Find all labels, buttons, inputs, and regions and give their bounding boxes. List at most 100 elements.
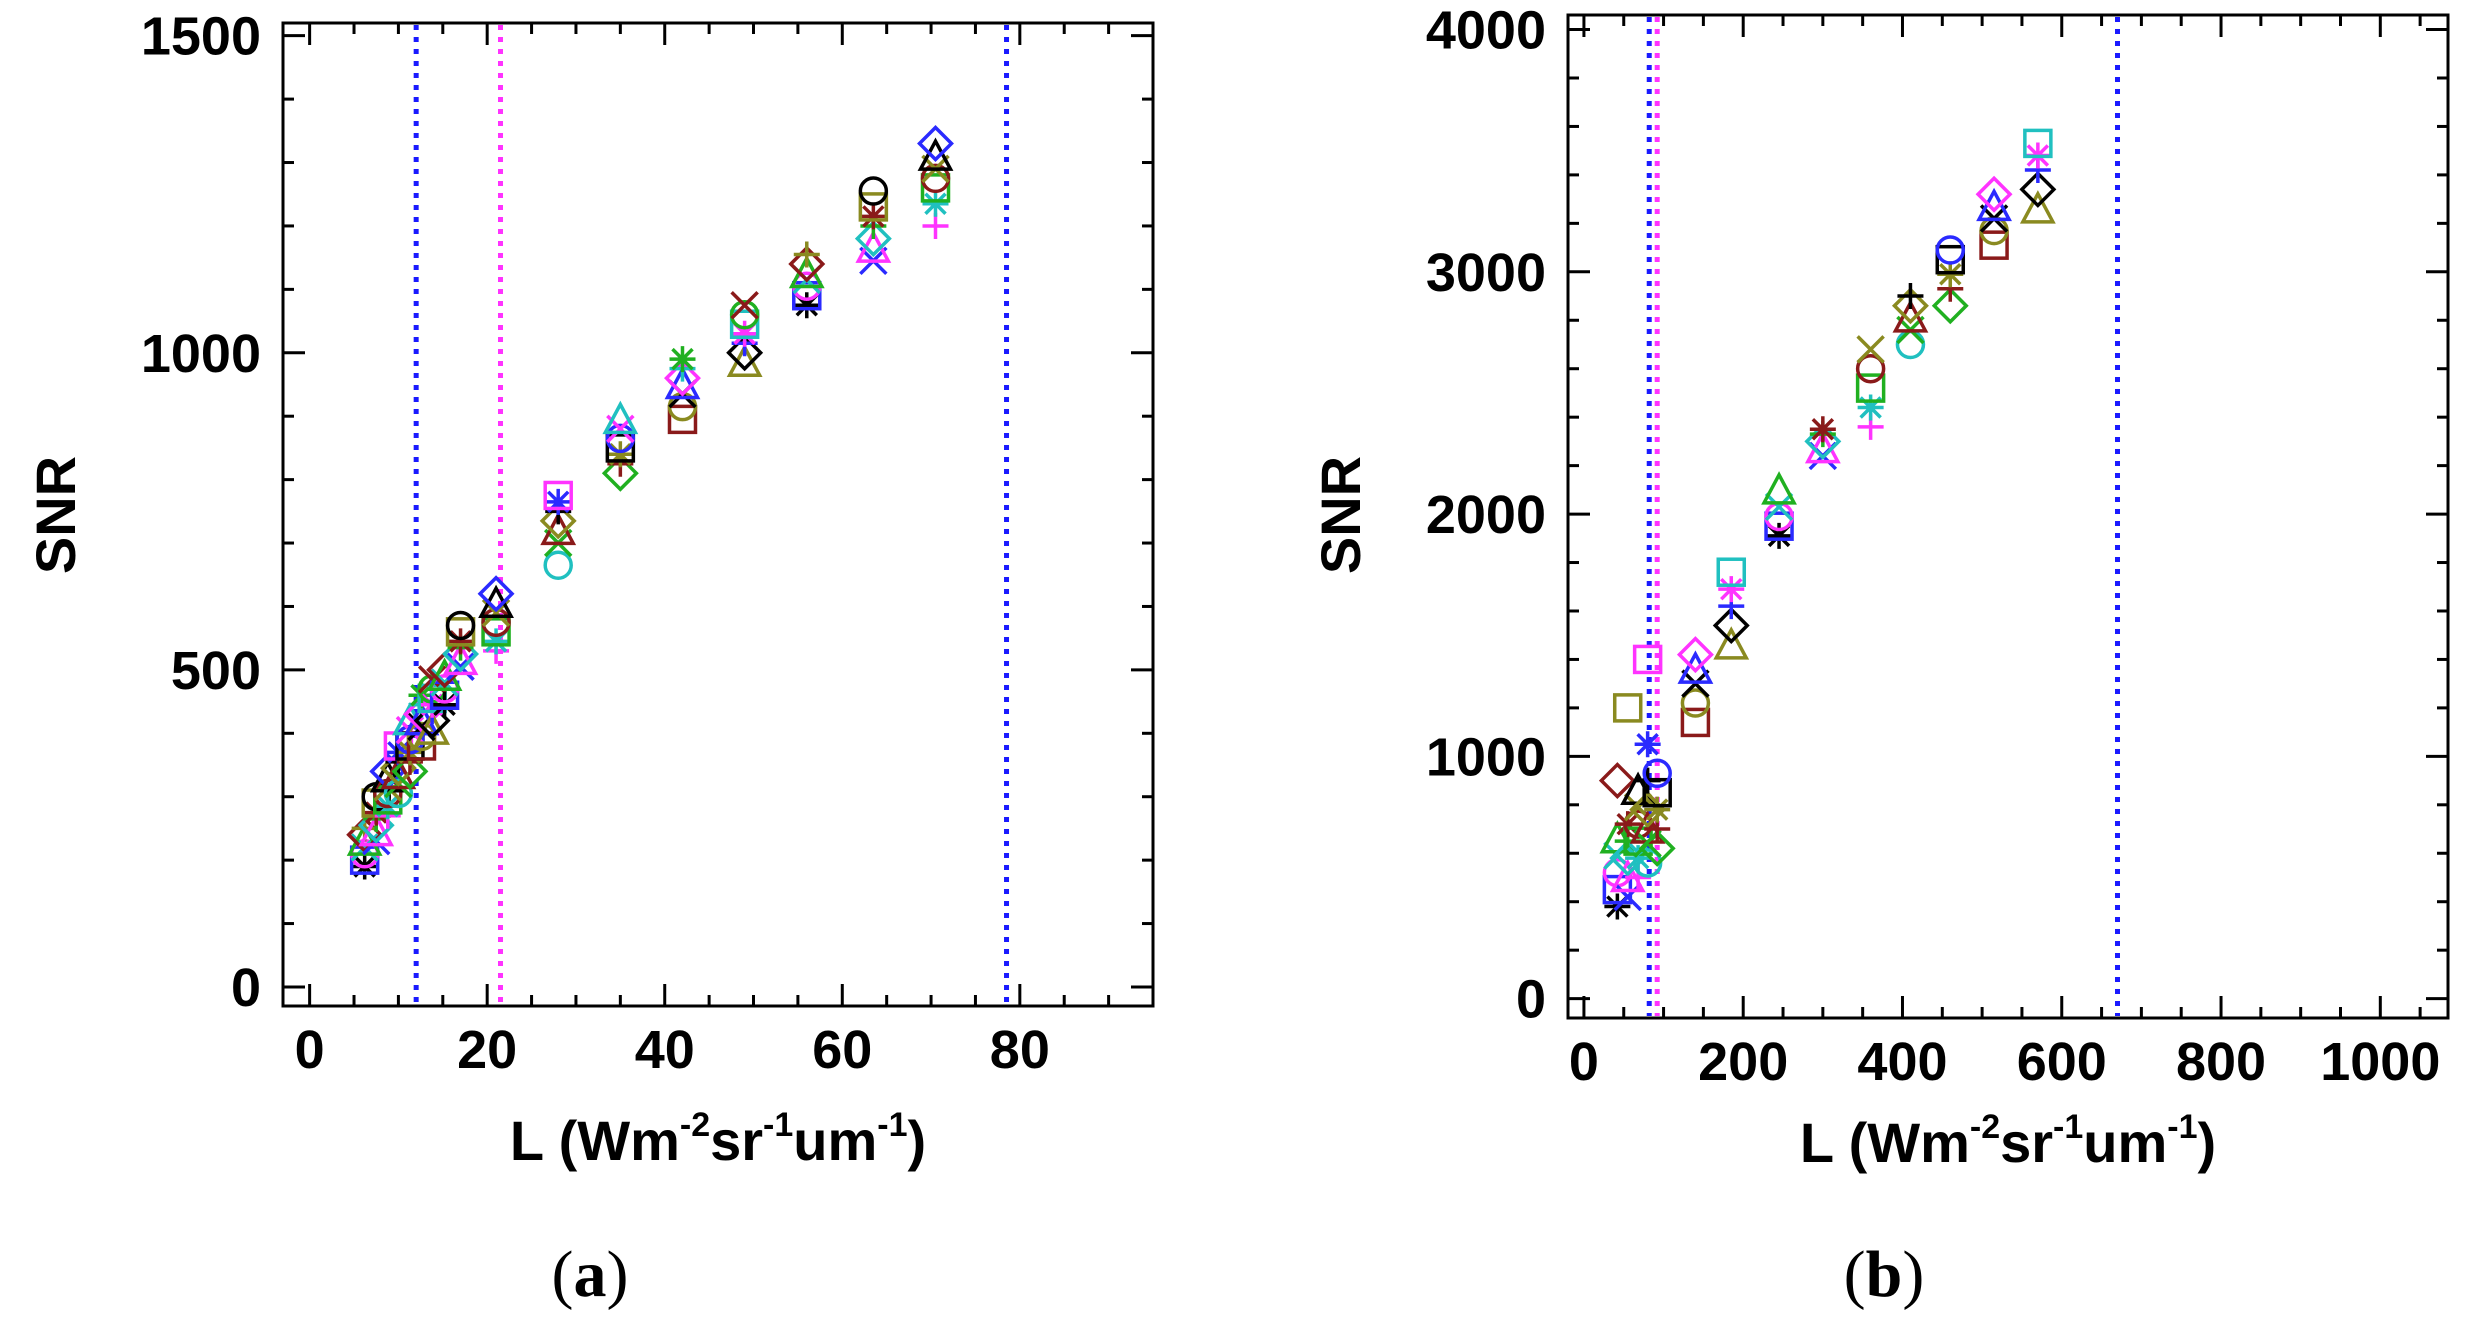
x-tick-label: 0: [295, 1020, 325, 1080]
data-point: [1625, 845, 1652, 872]
data-point: [730, 290, 759, 320]
data-point: [601, 454, 639, 492]
data-point: [1804, 422, 1842, 460]
data-point: [1634, 731, 1661, 758]
data-point: [483, 628, 510, 655]
data-point: [1897, 283, 1924, 310]
data-point: [731, 320, 758, 347]
panel-b-caption: (b): [1844, 1238, 1925, 1311]
data-point: [793, 241, 820, 268]
data-point: [860, 203, 887, 230]
data-point: [447, 628, 474, 655]
data-point: [729, 309, 760, 339]
data-point: [669, 346, 696, 373]
data-point: [792, 280, 822, 311]
data-point: [442, 641, 479, 676]
data-point: [1764, 492, 1794, 522]
data-point: [481, 617, 511, 647]
data-point: [607, 441, 634, 468]
y-tick-label: 1500: [141, 7, 261, 67]
data-point: [605, 433, 636, 463]
data-point: [1761, 471, 1797, 505]
panel-b-chart: 0 200 400 600 800 1000 0 1000 2000 3000 4000 SNR L…: [1309, 1, 2450, 1311]
data-point: [1598, 762, 1636, 800]
data-point: [2023, 128, 2053, 159]
data-point: [1891, 287, 1929, 325]
data-point: [1680, 707, 1711, 738]
y-tick-label: 2000: [1426, 485, 1546, 545]
y-tick-label: 4000: [1426, 1, 1546, 61]
data-point: [1716, 557, 1747, 587]
data-point: [858, 176, 889, 206]
data-point: [1644, 796, 1671, 823]
panel-a-x-axis-title: L (Wm-2sr-1um-1): [510, 1106, 926, 1172]
data-point: [920, 173, 951, 203]
data-point: [788, 245, 826, 283]
x-tick-label: 800: [2176, 1032, 2266, 1092]
panel-a-plot-frame: [281, 21, 1155, 1008]
data-point: [1809, 416, 1836, 443]
data-point: [413, 702, 451, 740]
data-point: [380, 755, 417, 790]
data-point: [917, 137, 954, 171]
data-point: [1614, 811, 1641, 838]
data-point: [854, 220, 892, 258]
data-point: [917, 125, 954, 162]
data-point: [358, 812, 395, 847]
data-point: [1892, 299, 1929, 333]
data-point: [1680, 688, 1711, 718]
data-point: [858, 192, 889, 222]
data-point: [922, 212, 949, 239]
data-point: [1638, 829, 1676, 867]
panel-b-ticks: 0 200 400 600 800 1000 0 1000 2000 3000 4000: [1426, 1, 2448, 1092]
data-point: [1677, 650, 1714, 684]
panel-a-caption: (a): [552, 1238, 629, 1311]
data-point: [1935, 235, 1966, 265]
x-tick-label: 200: [1698, 1032, 1788, 1092]
data-point: [1975, 175, 2013, 213]
data-point: [1895, 329, 1926, 360]
data-point: [729, 299, 760, 330]
data-point: [2019, 190, 2056, 224]
data-point: [602, 400, 639, 435]
panel-a-data-points: [346, 125, 954, 880]
data-point: [477, 575, 515, 613]
panel-a-y-axis-title: SNR: [24, 456, 87, 574]
data-point: [1612, 693, 1643, 723]
data-point: [664, 365, 701, 400]
data-point: [922, 190, 949, 217]
x-tick-label: 80: [990, 1020, 1050, 1080]
data-point: [1718, 576, 1745, 603]
y-tick-label: 500: [171, 641, 261, 701]
data-point: [1676, 636, 1714, 674]
panel-a-reference-lines: [413, 25, 1010, 1004]
data-point: [920, 163, 951, 194]
data-point: [1857, 394, 1884, 421]
data-point: [2019, 170, 2057, 208]
data-point: [545, 488, 572, 515]
data-point: [1979, 230, 2009, 260]
data-point: [667, 404, 698, 435]
y-tick-label: 0: [231, 958, 261, 1018]
panel-a-chart: 0 20 40 60 80 0 500 1000 1500 SNR L (Wm-2sr-1um-…: [24, 7, 1155, 1311]
data-point: [1856, 335, 1885, 364]
panel-b-x-axis-title: L (Wm-2sr-1um-1): [1800, 1108, 2216, 1174]
panel-b-plot-frame: [1566, 13, 2450, 1020]
panel-b-y-axis-title: SNR: [1309, 456, 1372, 574]
x-tick-label: 400: [1857, 1032, 1947, 1092]
data-point: [664, 359, 701, 397]
data-point: [1976, 187, 2012, 222]
data-point: [445, 610, 476, 641]
data-point: [1642, 758, 1672, 789]
data-point: [1632, 644, 1663, 675]
x-tick-label: 600: [2017, 1032, 2107, 1092]
data-point: [543, 480, 573, 511]
panel-a-ticks: 0 20 40 60 80 0 500 1000 1500: [141, 7, 1155, 1080]
y-tick-label: 0: [1516, 970, 1546, 1030]
data-point: [605, 423, 636, 454]
data-point: [1766, 522, 1793, 549]
panel-b-data-points: [1598, 128, 2057, 920]
data-point: [1712, 607, 1750, 644]
y-tick-label: 1000: [141, 324, 261, 384]
